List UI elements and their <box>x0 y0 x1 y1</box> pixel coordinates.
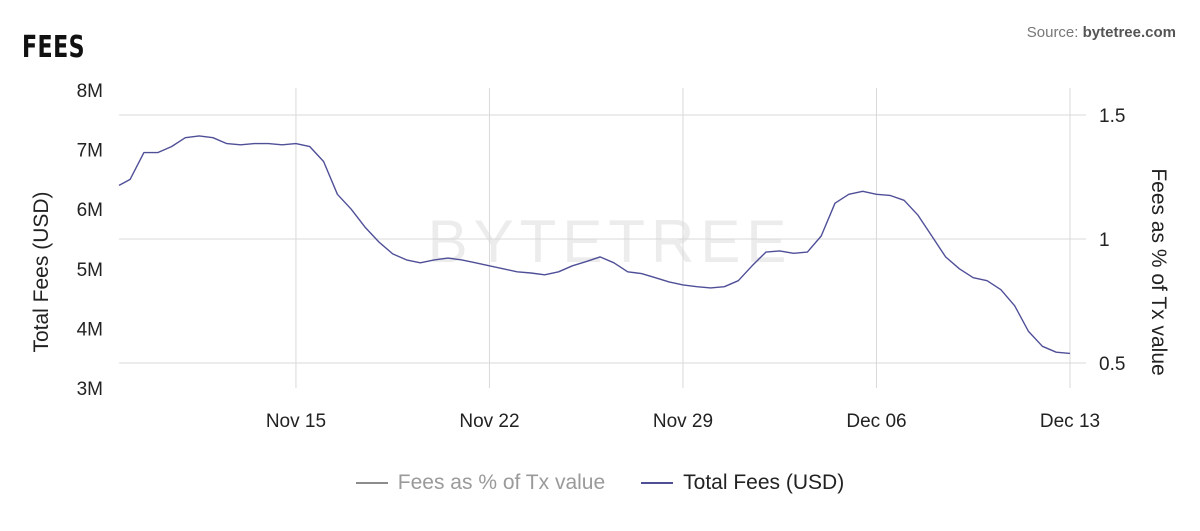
right-tick-label: 0.5 <box>1099 354 1125 375</box>
left-tick-label: 3M <box>77 379 103 400</box>
left-axis-ticks: 3M 4M 5M 6M 7M 8M <box>77 81 103 400</box>
legend-label: Fees as % of Tx value <box>397 471 606 494</box>
chart-legend: Fees as % of Tx value Total Fees (USD) <box>0 466 1200 495</box>
legend-label: Total Fees (USD) <box>683 471 845 494</box>
watermark-text: BYTETREE <box>428 208 793 275</box>
right-axis-title: Fees as % of Tx value <box>1147 168 1170 375</box>
legend-swatch <box>355 482 388 484</box>
x-tick-label: Dec 06 <box>846 411 906 432</box>
right-axis-ticks: 0.5 1 1.5 <box>1099 106 1125 375</box>
right-tick-label: 1.5 <box>1099 106 1125 127</box>
chart-title: FEES <box>22 30 85 65</box>
x-tick-label: Nov 22 <box>459 411 519 432</box>
legend-item-fees-pct[interactable]: Fees as % of Tx value <box>355 471 606 495</box>
left-tick-label: 7M <box>77 141 103 162</box>
left-tick-label: 5M <box>77 260 103 281</box>
horizontal-gridlines <box>119 114 1086 364</box>
legend-item-total-fees[interactable]: Total Fees (USD) <box>641 471 844 495</box>
vertical-gridlines <box>295 88 1071 388</box>
right-tick-label: 1 <box>1099 230 1110 251</box>
left-tick-label: 6M <box>77 200 103 221</box>
left-tick-label: 8M <box>77 81 103 102</box>
series-line-total-fees[interactable] <box>118 135 1071 355</box>
left-tick-label: 4M <box>77 319 103 340</box>
source-credit[interactable]: Source: bytetree.com <box>1027 24 1176 41</box>
source-name[interactable]: bytetree.com <box>1082 24 1176 41</box>
legend-swatch <box>641 482 674 484</box>
source-prefix: Source: <box>1026 24 1083 41</box>
x-axis-ticks: Nov 15 Nov 22 Nov 29 Dec 06 Dec 13 <box>266 411 1100 432</box>
x-tick-label: Nov 15 <box>266 411 326 432</box>
left-axis-title: Total Fees (USD) <box>30 191 53 352</box>
x-tick-label: Dec 13 <box>1040 411 1100 432</box>
x-tick-label: Nov 29 <box>653 411 713 432</box>
series-layer <box>118 135 1071 355</box>
